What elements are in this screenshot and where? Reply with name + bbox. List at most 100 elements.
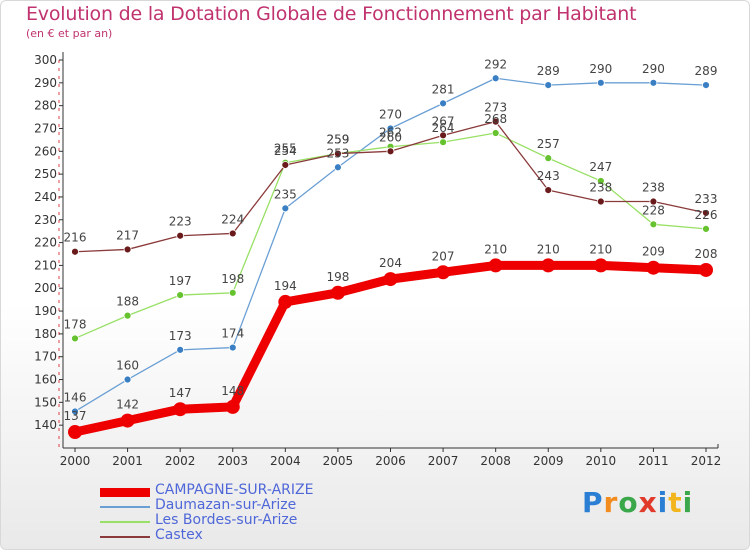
data-label-2: 262 — [379, 126, 402, 140]
series-point-1 — [544, 81, 553, 90]
data-label-1: 235 — [274, 187, 297, 201]
x-tick-label: 2002 — [165, 454, 196, 468]
series-point-3 — [281, 161, 290, 169]
y-tick-label: 270 — [34, 121, 57, 135]
series-point-1 — [596, 78, 605, 87]
logo-letter: t — [668, 486, 683, 519]
series-point-2 — [439, 138, 447, 147]
series-point-1 — [228, 343, 237, 352]
logo-letter: i — [682, 486, 694, 519]
series-point-1 — [439, 99, 447, 108]
series-point-3 — [596, 197, 605, 206]
series-point-3 — [334, 149, 342, 158]
y-tick-label: 190 — [34, 304, 57, 318]
data-label-0: 208 — [695, 247, 718, 261]
data-label-1: 173 — [169, 329, 192, 343]
series-point-1 — [334, 163, 342, 172]
x-tick-label: 2007 — [428, 454, 459, 468]
series-point-0 — [541, 258, 556, 273]
series-point-0 — [436, 265, 451, 280]
proxiti-logo: Proxiti — [582, 486, 693, 519]
series-point-0 — [120, 413, 135, 428]
legend-label: Daumazan-sur-Arize — [155, 497, 297, 513]
series-point-2 — [702, 224, 710, 233]
x-tick-label: 2012 — [691, 454, 722, 468]
data-label-0: 198 — [326, 270, 349, 284]
data-label-0: 207 — [432, 249, 455, 263]
series-point-0 — [330, 285, 345, 300]
chart-subtitle: (en € et par an) — [26, 27, 113, 40]
y-tick-label: 230 — [34, 213, 57, 227]
data-label-3: 254 — [274, 144, 297, 158]
series-point-0 — [699, 262, 713, 277]
series-point-0 — [173, 402, 188, 417]
x-tick-label: 2011 — [638, 454, 669, 468]
y-tick-label: 240 — [34, 190, 57, 204]
series-point-0 — [278, 294, 293, 309]
series-point-1 — [123, 375, 132, 384]
data-label-0: 137 — [64, 409, 87, 423]
y-tick-label: 260 — [34, 144, 57, 158]
series-point-1 — [281, 204, 290, 213]
x-tick-label: 2010 — [586, 454, 617, 468]
series-point-0 — [383, 272, 398, 287]
series-point-2 — [491, 129, 500, 137]
series-point-1 — [702, 81, 710, 90]
data-label-0: 209 — [642, 245, 665, 259]
data-label-0: 148 — [221, 384, 244, 398]
data-label-2: 228 — [642, 203, 665, 217]
x-tick-label: 2005 — [323, 454, 354, 468]
chart-title: Evolution de la Dotation Globale de Fonc… — [26, 3, 637, 25]
data-label-1: 289 — [695, 64, 718, 78]
x-tick-label: 2006 — [375, 454, 406, 468]
data-label-2: 247 — [589, 160, 612, 174]
series-point-3 — [386, 147, 395, 156]
data-label-2: 259 — [326, 133, 349, 147]
series-point-2 — [176, 291, 185, 299]
data-label-2: 178 — [64, 317, 87, 331]
data-label-1: 174 — [221, 327, 244, 341]
series-point-1 — [386, 124, 395, 133]
legend-label: CAMPAGNE-SUR-ARIZE — [155, 482, 314, 498]
legend-swatch — [100, 487, 150, 497]
logo-letter: o — [618, 486, 639, 519]
data-label-2: 226 — [695, 208, 718, 222]
y-tick-label: 180 — [34, 327, 57, 341]
data-label-2: 257 — [537, 137, 560, 151]
data-label-0: 210 — [589, 242, 612, 256]
data-label-3: 259 — [326, 133, 349, 147]
x-tick-label: 2009 — [533, 454, 564, 468]
data-label-1: 289 — [537, 64, 560, 78]
data-label-3: 238 — [589, 181, 612, 195]
legend-swatch — [100, 521, 150, 523]
data-label-1: 290 — [642, 62, 665, 76]
y-tick-label: 170 — [34, 350, 57, 364]
series-point-3 — [228, 229, 237, 238]
data-label-3: 233 — [695, 192, 718, 206]
logo-letter: x — [638, 486, 658, 519]
series-point-3 — [491, 117, 500, 126]
series-point-1 — [491, 74, 500, 83]
series-point-3 — [649, 197, 658, 206]
data-label-1: 270 — [379, 107, 402, 121]
data-label-2: 198 — [221, 272, 244, 286]
series-point-2 — [544, 154, 553, 163]
series-point-1 — [649, 78, 658, 87]
series-point-1 — [71, 407, 79, 416]
logo-letter: i — [657, 486, 669, 519]
data-label-0: 204 — [379, 256, 402, 270]
series-point-0 — [225, 399, 240, 414]
legend-label: Les Bordes-sur-Arize — [155, 512, 298, 528]
x-tick-label: 2001 — [112, 454, 143, 468]
data-label-1: 292 — [484, 57, 507, 71]
x-tick-label: 2000 — [60, 454, 91, 468]
x-tick-label: 2004 — [270, 454, 301, 468]
data-label-3: 267 — [432, 114, 455, 128]
data-label-3: 273 — [484, 101, 507, 115]
y-tick-label: 220 — [34, 236, 57, 250]
data-label-2: 255 — [274, 142, 297, 156]
series-point-3 — [702, 209, 710, 217]
data-label-2: 264 — [432, 121, 455, 135]
data-label-0: 142 — [116, 398, 139, 412]
